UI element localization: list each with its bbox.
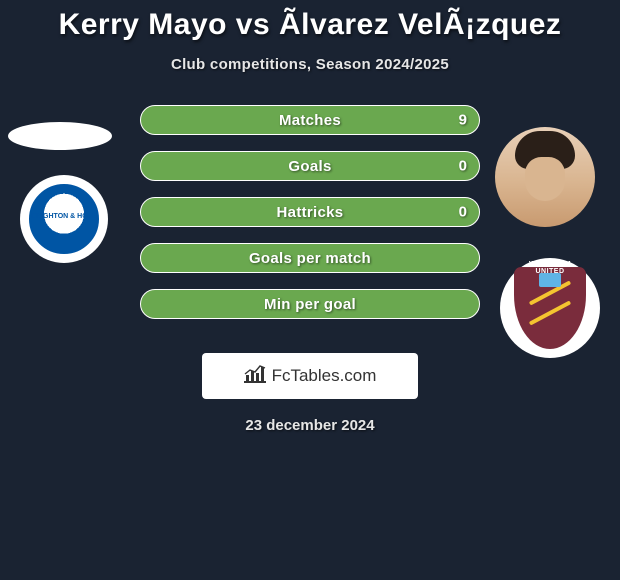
subtitle: Club competitions, Season 2024/2025: [0, 56, 620, 73]
date-line: 23 december 2024: [0, 417, 620, 434]
stat-label: Goals per match: [249, 250, 371, 267]
stat-row-hattricks: Hattricks 0: [140, 197, 480, 227]
stat-label: Matches: [279, 112, 341, 129]
brand-text: FcTables.com: [272, 366, 377, 386]
brand-chart-icon: [244, 365, 266, 388]
stat-value-right: 9: [459, 112, 467, 129]
stat-label: Hattricks: [277, 204, 344, 221]
stats-list: Matches 9 Goals 0 Hattricks 0 Goals per …: [0, 105, 620, 335]
stat-label: Min per goal: [264, 296, 356, 313]
stat-value-right: 0: [459, 204, 467, 221]
stat-row-goals-per-match: Goals per match: [140, 243, 480, 273]
brand-box[interactable]: FcTables.com: [202, 353, 418, 399]
stat-value-right: 0: [459, 158, 467, 175]
stat-row-min-per-goal: Min per goal: [140, 289, 480, 319]
comparison-card: Kerry Mayo vs Ãlvarez VelÃ¡zquez Club co…: [0, 0, 620, 434]
page-title: Kerry Mayo vs Ãlvarez VelÃ¡zquez: [0, 8, 620, 42]
stat-row-matches: Matches 9: [140, 105, 480, 135]
stat-row-goals: Goals 0: [140, 151, 480, 181]
stat-label: Goals: [288, 158, 331, 175]
